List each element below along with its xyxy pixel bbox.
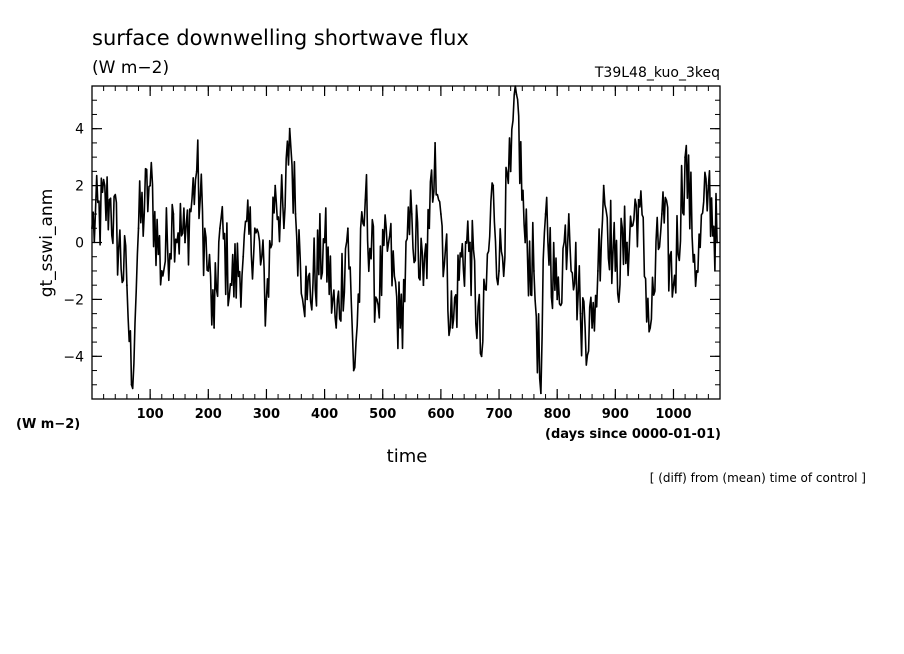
- data-point: [480, 355, 483, 358]
- data-point: [294, 213, 297, 215]
- data-point: [346, 227, 349, 230]
- data-point: [387, 241, 390, 244]
- data-point: [352, 369, 355, 372]
- chart-units: (W m−2): [92, 58, 169, 78]
- x-tick-label: 800: [544, 407, 571, 422]
- data-point: [672, 284, 675, 287]
- data-point: [649, 326, 652, 329]
- data-point: [207, 270, 210, 272]
- data-point: [451, 326, 454, 329]
- x-axis-label: time: [387, 446, 428, 467]
- y-tick-label: −2: [63, 292, 84, 308]
- data-point: [172, 213, 175, 215]
- data-point: [149, 184, 152, 187]
- data-point: [265, 298, 268, 301]
- data-point: [108, 198, 111, 201]
- data-point: [556, 298, 559, 301]
- data-point: [399, 326, 402, 329]
- x-tick-label: 400: [311, 407, 338, 422]
- data-point: [410, 213, 413, 215]
- data-point: [323, 241, 326, 244]
- data-point: [469, 241, 471, 244]
- data-point: [637, 198, 640, 201]
- data-point: [707, 184, 710, 187]
- data-point: [376, 298, 378, 301]
- data-point: [160, 270, 163, 272]
- data-point: [439, 213, 442, 215]
- x-tick-label: 1000: [655, 407, 691, 422]
- y-axis-label: gt_sswi_anm: [37, 189, 57, 298]
- data-point: [184, 241, 186, 244]
- data-point: [422, 284, 425, 287]
- data-point: [282, 227, 285, 230]
- data-point: [660, 213, 663, 215]
- data-point: [509, 170, 512, 173]
- data-point: [364, 198, 367, 201]
- axis-layer: 100 200 300 400 500 600 700 800 900 1000 −4 −2 0 2 4: [63, 85, 720, 422]
- x-tick-label: 300: [253, 407, 280, 422]
- y-units-bottom: (W m−2): [16, 417, 80, 432]
- data-point: [524, 241, 527, 244]
- x-units: (days since 0000-01-01): [545, 427, 721, 442]
- data-point: [253, 227, 256, 230]
- data-point: [195, 170, 198, 173]
- y-tick-label: 2: [75, 179, 84, 195]
- data-point: [137, 227, 140, 230]
- data-point: [492, 184, 495, 187]
- x-tick-label: 600: [427, 407, 454, 422]
- data-point: [591, 326, 593, 329]
- data-point: [533, 270, 535, 272]
- x-tick-label: 900: [602, 407, 629, 422]
- series-line: [91, 85, 718, 395]
- y-tick-label: 0: [75, 236, 84, 252]
- series-layer: [91, 85, 718, 395]
- data-point: [579, 312, 582, 315]
- x-tick-label: 500: [369, 407, 396, 422]
- data-point: [602, 184, 605, 187]
- run-label: T39L48_kuo_3keq: [594, 65, 720, 81]
- data-point: [567, 213, 570, 215]
- data-point: [434, 142, 436, 144]
- x-tick-label: 700: [485, 407, 512, 422]
- data-point: [335, 326, 338, 329]
- data-point: [544, 213, 547, 215]
- data-point: [684, 156, 687, 159]
- x-tick-label: 200: [195, 407, 222, 422]
- data-point: [213, 326, 216, 329]
- x-tick-label: 100: [137, 407, 164, 422]
- data-point: [219, 227, 221, 230]
- data-point: [306, 298, 309, 301]
- data-point: [540, 392, 542, 395]
- data-point: [242, 255, 245, 258]
- data-point: [515, 93, 518, 96]
- data-point: [596, 270, 599, 272]
- data-point: [460, 255, 463, 258]
- data-point: [230, 284, 233, 287]
- data-point: [274, 184, 277, 187]
- data-point: [125, 284, 128, 287]
- data-point: [626, 241, 628, 244]
- data-point: [695, 270, 698, 272]
- data-point: [288, 127, 291, 130]
- data-point: [130, 383, 133, 386]
- chart-title: surface downwelling shortwave flux: [92, 26, 469, 50]
- y-tick-label: −4: [63, 349, 84, 365]
- y-tick-label: 4: [75, 122, 84, 138]
- data-point: [614, 270, 617, 272]
- annotation: [ (diff) from (mean) time of control ]: [650, 471, 866, 485]
- data-point: [428, 227, 431, 230]
- data-point: [498, 270, 500, 272]
